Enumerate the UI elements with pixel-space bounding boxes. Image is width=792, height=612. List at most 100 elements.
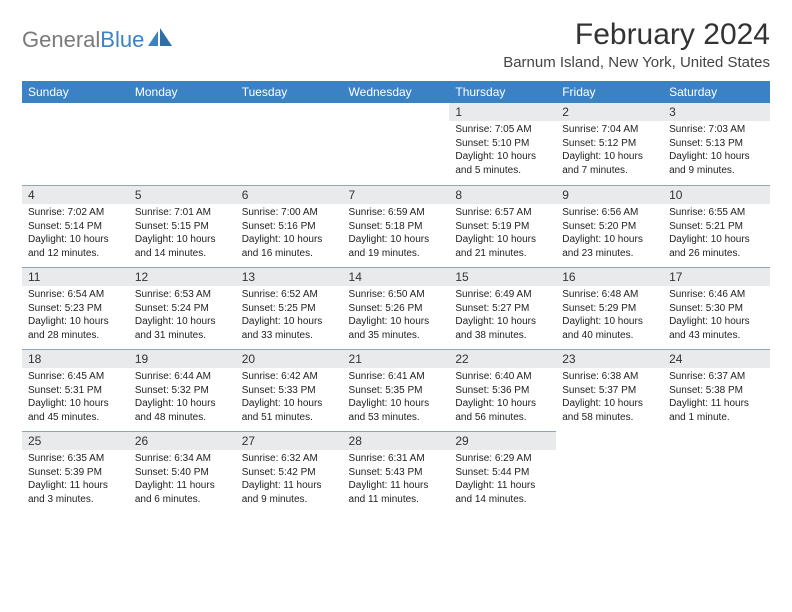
day-number: 12 — [129, 267, 236, 286]
day-details: Sunrise: 6:44 AMSunset: 5:32 PMDaylight:… — [129, 368, 236, 428]
calendar-day-cell: 29Sunrise: 6:29 AMSunset: 5:44 PMDayligh… — [449, 431, 556, 513]
day-number: 7 — [343, 185, 450, 204]
sunrise-line: Sunrise: 6:38 AM — [562, 370, 657, 384]
daylight-line: Daylight: 10 hours and 40 minutes. — [562, 315, 657, 342]
calendar-day-cell: 14Sunrise: 6:50 AMSunset: 5:26 PMDayligh… — [343, 267, 450, 349]
calendar-day-cell: 23Sunrise: 6:38 AMSunset: 5:37 PMDayligh… — [556, 349, 663, 431]
sunset-line: Sunset: 5:38 PM — [669, 384, 764, 398]
calendar-day-cell: 7Sunrise: 6:59 AMSunset: 5:18 PMDaylight… — [343, 185, 450, 267]
day-details: Sunrise: 6:38 AMSunset: 5:37 PMDaylight:… — [556, 368, 663, 428]
sunrise-line: Sunrise: 6:35 AM — [28, 452, 123, 466]
day-number: 11 — [22, 267, 129, 286]
daylight-line: Daylight: 10 hours and 19 minutes. — [349, 233, 444, 260]
sunset-line: Sunset: 5:20 PM — [562, 220, 657, 234]
day-details: Sunrise: 7:02 AMSunset: 5:14 PMDaylight:… — [22, 204, 129, 264]
day-number: 5 — [129, 185, 236, 204]
sunset-line: Sunset: 5:40 PM — [135, 466, 230, 480]
sunset-line: Sunset: 5:26 PM — [349, 302, 444, 316]
day-number: 16 — [556, 267, 663, 286]
day-number: 13 — [236, 267, 343, 286]
calendar-day-cell: 11Sunrise: 6:54 AMSunset: 5:23 PMDayligh… — [22, 267, 129, 349]
day-number: 1 — [449, 103, 556, 121]
day-number: 22 — [449, 349, 556, 368]
day-details: Sunrise: 6:37 AMSunset: 5:38 PMDaylight:… — [663, 368, 770, 428]
sunrise-line: Sunrise: 7:00 AM — [242, 206, 337, 220]
day-details: Sunrise: 6:52 AMSunset: 5:25 PMDaylight:… — [236, 286, 343, 346]
calendar-day-cell: 20Sunrise: 6:42 AMSunset: 5:33 PMDayligh… — [236, 349, 343, 431]
day-details: Sunrise: 6:32 AMSunset: 5:42 PMDaylight:… — [236, 450, 343, 510]
day-number: 27 — [236, 431, 343, 450]
day-details: Sunrise: 6:29 AMSunset: 5:44 PMDaylight:… — [449, 450, 556, 510]
sunrise-line: Sunrise: 6:34 AM — [135, 452, 230, 466]
day-details: Sunrise: 6:55 AMSunset: 5:21 PMDaylight:… — [663, 204, 770, 264]
calendar-week-row: 25Sunrise: 6:35 AMSunset: 5:39 PMDayligh… — [22, 431, 770, 513]
daylight-line: Daylight: 10 hours and 58 minutes. — [562, 397, 657, 424]
calendar-day-cell: 6Sunrise: 7:00 AMSunset: 5:16 PMDaylight… — [236, 185, 343, 267]
logo-sail-icon — [148, 28, 174, 54]
daylight-line: Daylight: 10 hours and 16 minutes. — [242, 233, 337, 260]
day-details: Sunrise: 7:04 AMSunset: 5:12 PMDaylight:… — [556, 121, 663, 181]
day-number: 20 — [236, 349, 343, 368]
daylight-line: Daylight: 10 hours and 43 minutes. — [669, 315, 764, 342]
month-title: February 2024 — [503, 18, 770, 52]
sunrise-line: Sunrise: 6:41 AM — [349, 370, 444, 384]
calendar-day-cell: . — [236, 103, 343, 185]
sunset-line: Sunset: 5:23 PM — [28, 302, 123, 316]
calendar-day-cell: 16Sunrise: 6:48 AMSunset: 5:29 PMDayligh… — [556, 267, 663, 349]
calendar-day-cell: 21Sunrise: 6:41 AMSunset: 5:35 PMDayligh… — [343, 349, 450, 431]
sunset-line: Sunset: 5:32 PM — [135, 384, 230, 398]
day-number: 25 — [22, 431, 129, 450]
day-number: 21 — [343, 349, 450, 368]
day-number: 23 — [556, 349, 663, 368]
sunrise-line: Sunrise: 6:46 AM — [669, 288, 764, 302]
sunrise-line: Sunrise: 6:55 AM — [669, 206, 764, 220]
sunrise-line: Sunrise: 6:31 AM — [349, 452, 444, 466]
sunrise-line: Sunrise: 7:05 AM — [455, 123, 550, 137]
calendar-day-cell: 10Sunrise: 6:55 AMSunset: 5:21 PMDayligh… — [663, 185, 770, 267]
calendar-day-cell: 4Sunrise: 7:02 AMSunset: 5:14 PMDaylight… — [22, 185, 129, 267]
calendar-day-cell: 25Sunrise: 6:35 AMSunset: 5:39 PMDayligh… — [22, 431, 129, 513]
sunset-line: Sunset: 5:43 PM — [349, 466, 444, 480]
sunrise-line: Sunrise: 6:44 AM — [135, 370, 230, 384]
day-details: Sunrise: 6:49 AMSunset: 5:27 PMDaylight:… — [449, 286, 556, 346]
sunset-line: Sunset: 5:33 PM — [242, 384, 337, 398]
day-details: Sunrise: 6:54 AMSunset: 5:23 PMDaylight:… — [22, 286, 129, 346]
sunrise-line: Sunrise: 6:45 AM — [28, 370, 123, 384]
day-details: Sunrise: 6:42 AMSunset: 5:33 PMDaylight:… — [236, 368, 343, 428]
sunset-line: Sunset: 5:27 PM — [455, 302, 550, 316]
sunrise-line: Sunrise: 7:04 AM — [562, 123, 657, 137]
calendar-day-cell: . — [22, 103, 129, 185]
daylight-line: Daylight: 10 hours and 28 minutes. — [28, 315, 123, 342]
sunrise-line: Sunrise: 6:59 AM — [349, 206, 444, 220]
day-details: Sunrise: 6:48 AMSunset: 5:29 PMDaylight:… — [556, 286, 663, 346]
title-block: February 2024 Barnum Island, New York, U… — [503, 18, 770, 71]
day-details: Sunrise: 6:59 AMSunset: 5:18 PMDaylight:… — [343, 204, 450, 264]
day-details: Sunrise: 6:46 AMSunset: 5:30 PMDaylight:… — [663, 286, 770, 346]
sunset-line: Sunset: 5:30 PM — [669, 302, 764, 316]
logo: GeneralBlue — [22, 26, 174, 54]
day-number: 28 — [343, 431, 450, 450]
day-details: Sunrise: 6:40 AMSunset: 5:36 PMDaylight:… — [449, 368, 556, 428]
daylight-line: Daylight: 11 hours and 14 minutes. — [455, 479, 550, 506]
sunset-line: Sunset: 5:16 PM — [242, 220, 337, 234]
calendar-day-cell: 26Sunrise: 6:34 AMSunset: 5:40 PMDayligh… — [129, 431, 236, 513]
calendar-day-cell: 15Sunrise: 6:49 AMSunset: 5:27 PMDayligh… — [449, 267, 556, 349]
day-number: 9 — [556, 185, 663, 204]
location: Barnum Island, New York, United States — [503, 54, 770, 71]
day-number: 8 — [449, 185, 556, 204]
day-number: 19 — [129, 349, 236, 368]
sunset-line: Sunset: 5:25 PM — [242, 302, 337, 316]
sunset-line: Sunset: 5:44 PM — [455, 466, 550, 480]
day-details: Sunrise: 6:53 AMSunset: 5:24 PMDaylight:… — [129, 286, 236, 346]
day-number: 10 — [663, 185, 770, 204]
calendar-day-cell: 12Sunrise: 6:53 AMSunset: 5:24 PMDayligh… — [129, 267, 236, 349]
daylight-line: Daylight: 10 hours and 48 minutes. — [135, 397, 230, 424]
sunrise-line: Sunrise: 6:53 AM — [135, 288, 230, 302]
sunset-line: Sunset: 5:13 PM — [669, 137, 764, 151]
sunrise-line: Sunrise: 6:42 AM — [242, 370, 337, 384]
sunrise-line: Sunrise: 6:50 AM — [349, 288, 444, 302]
day-number: 2 — [556, 103, 663, 121]
day-number: 15 — [449, 267, 556, 286]
sunset-line: Sunset: 5:24 PM — [135, 302, 230, 316]
day-number: 26 — [129, 431, 236, 450]
